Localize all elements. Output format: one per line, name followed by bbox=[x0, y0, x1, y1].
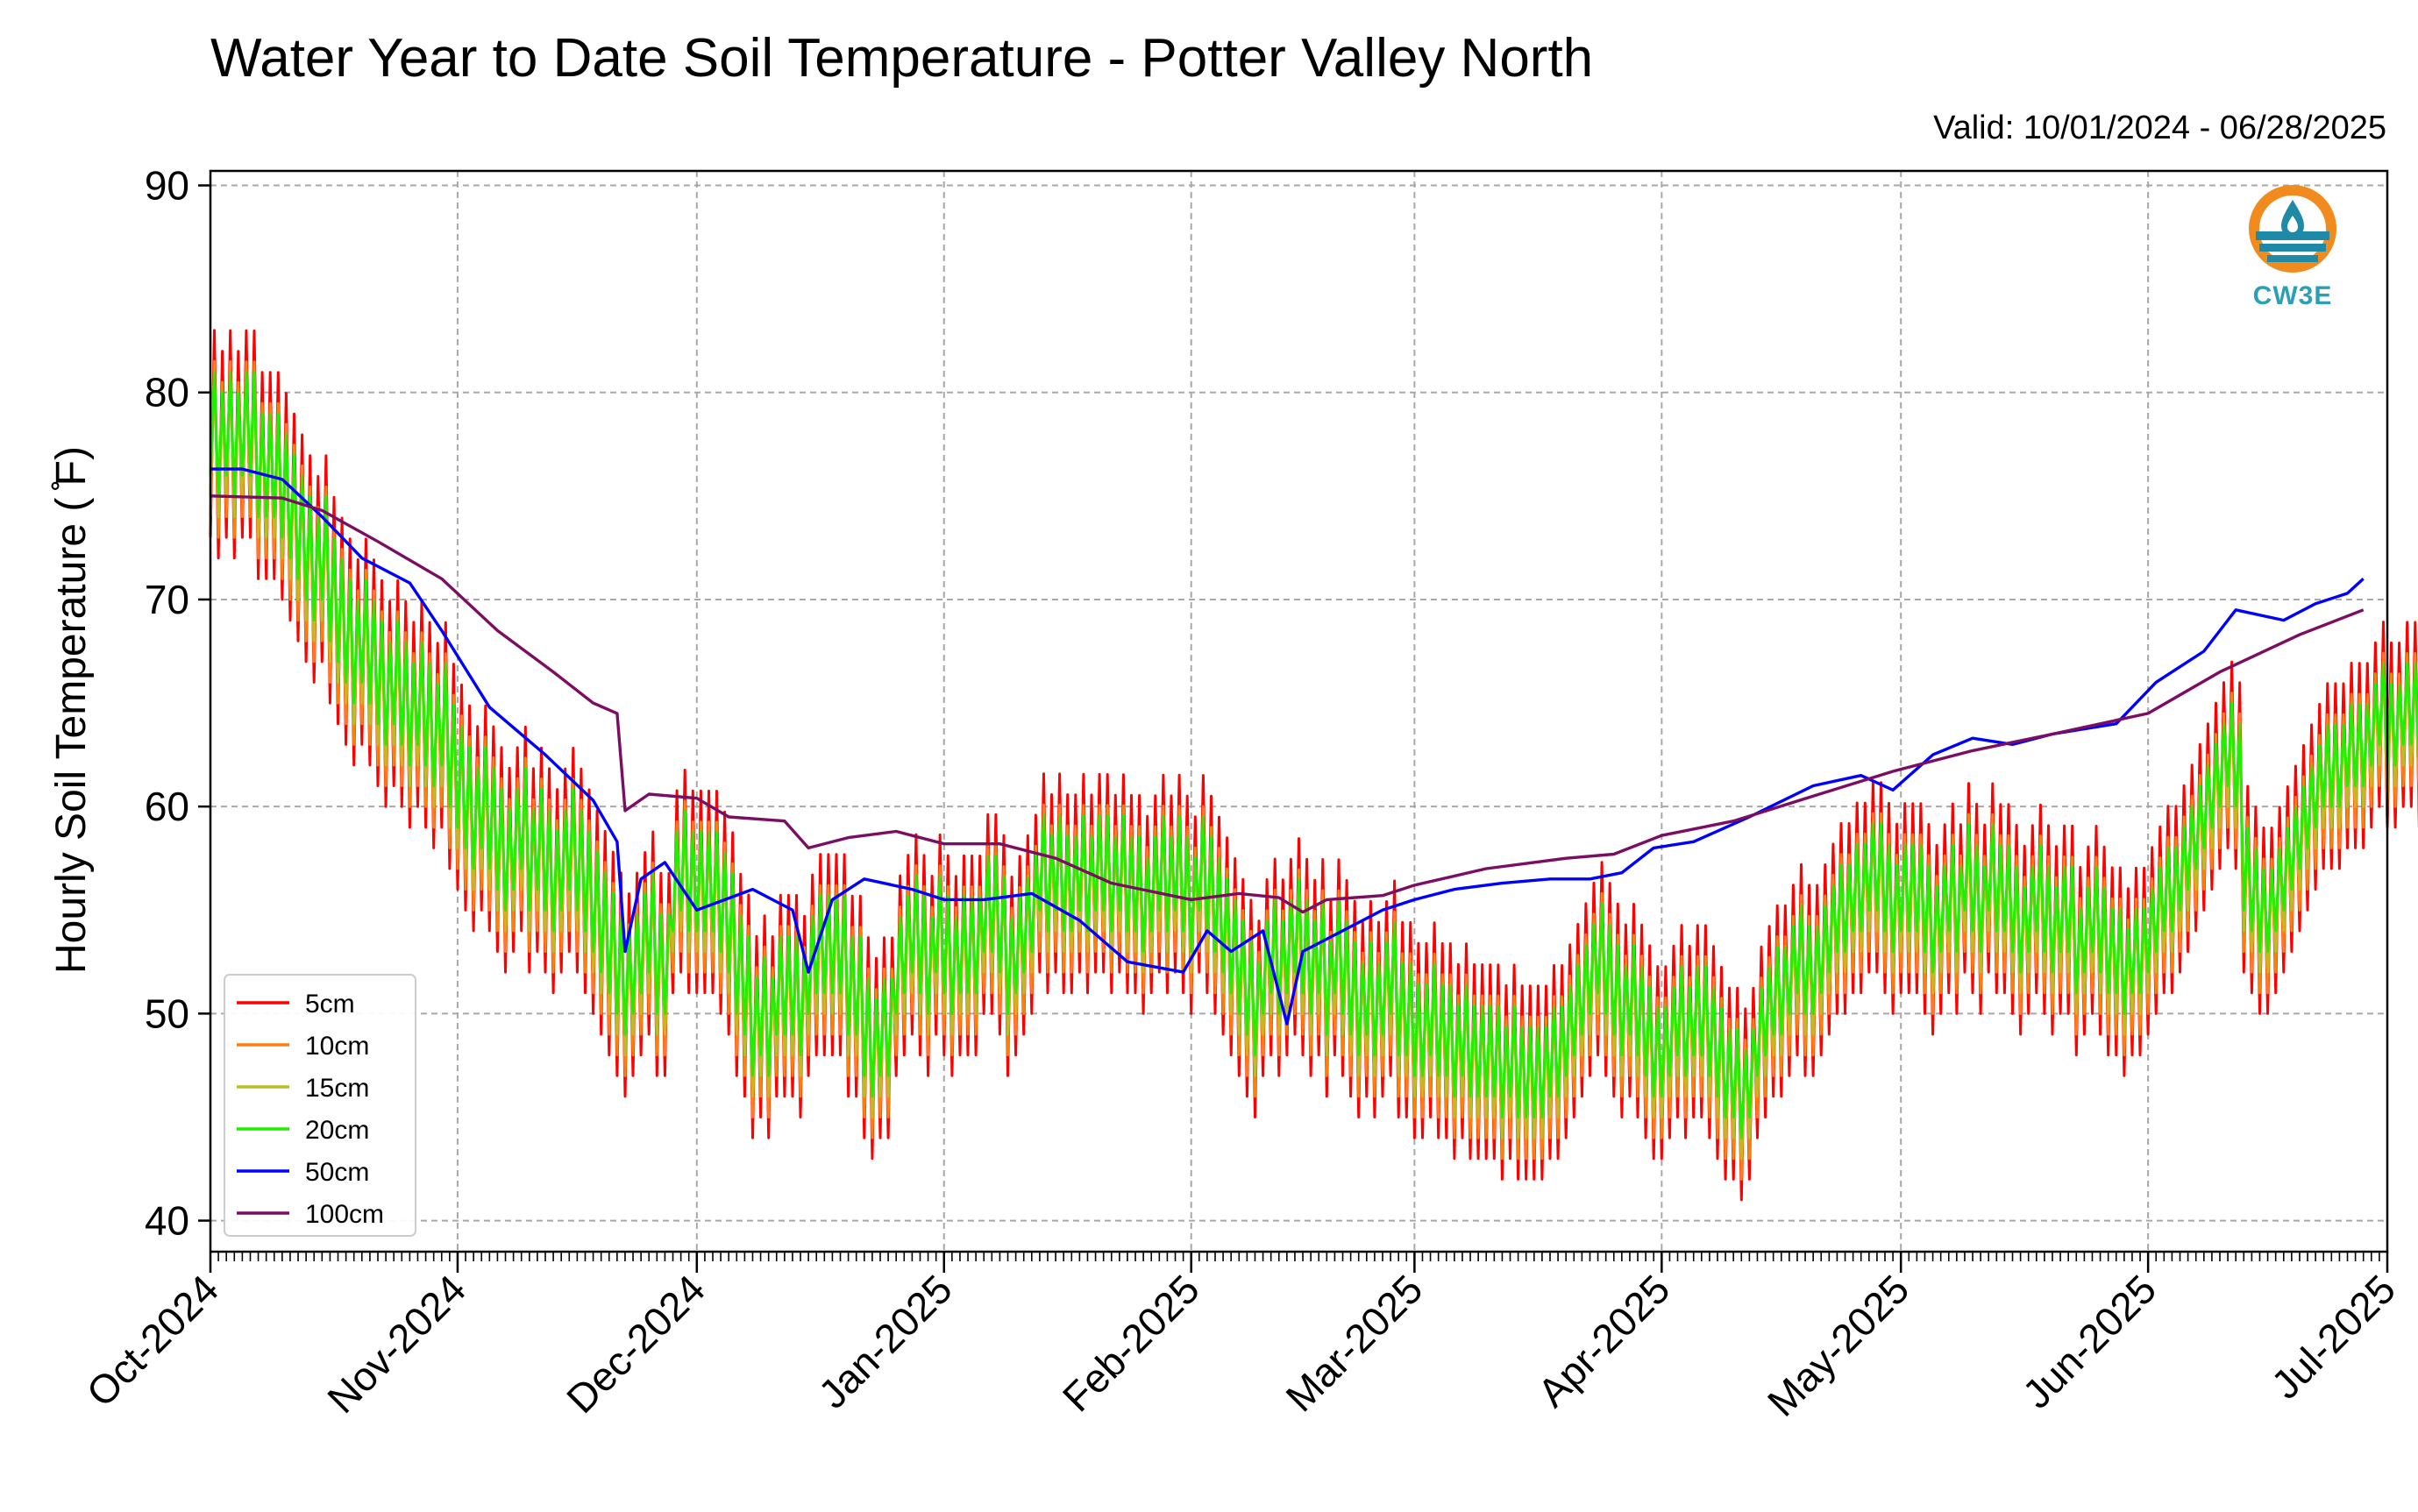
grid-layer bbox=[210, 171, 2387, 1252]
logo-text: CW3E bbox=[2252, 281, 2333, 310]
legend-label: 10cm bbox=[305, 1032, 369, 1061]
x-tick-label: Mar-2025 bbox=[1277, 1266, 1431, 1420]
legend-label: 100cm bbox=[305, 1200, 384, 1229]
y-tick-label: 90 bbox=[145, 163, 189, 209]
chart-subtitle: Valid: 10/01/2024 - 06/28/2025 bbox=[1933, 110, 2386, 146]
legend-label: 5cm bbox=[305, 990, 355, 1019]
legend-label: 20cm bbox=[305, 1116, 369, 1145]
x-tick-label: Nov-2024 bbox=[318, 1266, 474, 1422]
x-tick-label: Dec-2024 bbox=[558, 1266, 714, 1422]
series-layer bbox=[209, 329, 2418, 1202]
legend-label: 50cm bbox=[305, 1158, 369, 1187]
cw3e-logo: CW3E bbox=[2240, 181, 2345, 311]
x-tick-label: Jul-2025 bbox=[2263, 1266, 2405, 1408]
series-line-20cm bbox=[209, 370, 2418, 1139]
x-tick-label: Jun-2025 bbox=[2014, 1266, 2165, 1416]
chart-title: Water Year to Date Soil Temperature - Po… bbox=[210, 28, 1594, 89]
x-tick-label: Feb-2025 bbox=[1054, 1266, 1208, 1420]
legend-label: 15cm bbox=[305, 1074, 369, 1103]
series-line-100cm bbox=[210, 494, 2365, 914]
x-tick-label: Apr-2025 bbox=[1529, 1266, 1679, 1416]
y-tick-label: 50 bbox=[145, 990, 189, 1036]
series-line-50cm bbox=[210, 467, 2365, 1026]
x-tick-label: Jan-2025 bbox=[809, 1266, 960, 1416]
y-tick-label: 40 bbox=[145, 1198, 189, 1244]
y-axis-label: Hourly Soil Temperature ( ̊F) bbox=[48, 446, 95, 974]
series-line-5cm bbox=[209, 329, 2418, 1202]
y-tick-label: 80 bbox=[145, 370, 189, 415]
logo-icon bbox=[2249, 185, 2336, 273]
y-tick-label: 60 bbox=[145, 784, 189, 829]
legend: 5cm 10cm 15cm 20cm 50cm 100cm bbox=[224, 974, 416, 1237]
x-tick-label: May-2025 bbox=[1759, 1266, 1917, 1424]
plot-frame bbox=[209, 169, 2389, 1253]
y-tick-label: 70 bbox=[145, 577, 189, 622]
x-tick-label: Oct-2024 bbox=[78, 1266, 228, 1416]
